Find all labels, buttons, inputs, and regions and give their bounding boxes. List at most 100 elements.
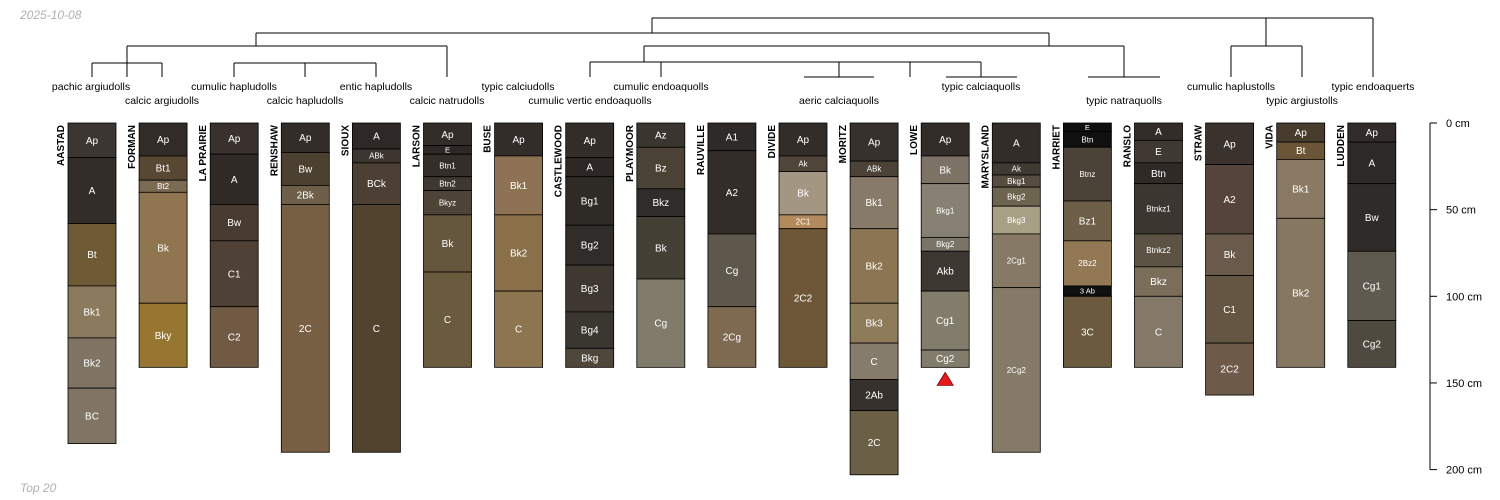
horizon-ludden-a	[1347, 141, 1397, 185]
horizon-label: Ap	[299, 133, 312, 144]
horizon-label: Bk	[157, 243, 170, 254]
horizon-playmoor-bk	[636, 216, 686, 280]
taxon-label: cumulic endoaquolls	[613, 81, 708, 93]
date-label: 2025-10-08	[20, 8, 82, 22]
horizon-label: Bkyz	[439, 199, 456, 208]
profile-name: PLAYMOOR	[625, 124, 636, 182]
profile-name: DIVIDE	[767, 125, 778, 159]
selected-profile-marker	[936, 371, 954, 386]
taxon-label: calcic natrudolls	[410, 95, 485, 107]
horizon-castlewood-bg1	[565, 176, 615, 226]
marker-layer	[936, 371, 954, 386]
horizon-forman-bt1	[138, 155, 188, 181]
horizon-label: A	[89, 186, 96, 197]
profile-name: RANSLO	[1123, 125, 1134, 167]
horizon-label: Bk1	[510, 181, 528, 192]
horizon-label: Ap	[228, 134, 241, 145]
horizon-lowe-ap	[920, 122, 970, 157]
depth-tick-label: 0 cm	[1446, 118, 1470, 130]
horizon-marysland-a	[991, 122, 1041, 164]
horizon-label: Ap	[157, 135, 170, 146]
horizon-renshaw-2c	[280, 204, 330, 453]
horizon-harriet-bz1	[1063, 200, 1112, 242]
horizon-sioux-c	[351, 204, 401, 453]
profile-rauville: A1 A2 Cg 2Cg RAUVILLE	[696, 122, 757, 368]
horizon-label: Btn	[1151, 169, 1166, 180]
horizon-label: Bk3	[865, 319, 883, 330]
profile-name: MORITZ	[838, 125, 849, 163]
horizon-aastad-bc	[67, 387, 117, 445]
profile-renshaw: Ap Bw 2Bk 2C RENSHAW	[269, 122, 330, 453]
horizon-label: Bkz	[652, 198, 669, 209]
horizon-label: Cg1	[936, 316, 955, 327]
horizon-ranslo-btnkz2	[1134, 233, 1183, 268]
profile-moritz: Ap ABk Bk1 Bk2 Bk3 C 2Ab 2C MORITZ	[838, 122, 899, 476]
horizon-label: A	[586, 163, 593, 174]
horizon-ranslo-bkz	[1134, 266, 1183, 297]
horizon-label: Ap	[1295, 128, 1308, 139]
depth-tick-label: 50 cm	[1446, 205, 1476, 217]
horizon-aastad-a	[67, 157, 117, 224]
horizon-label: Bk1	[1292, 184, 1310, 195]
profile-ranslo: AE Btn Btnkz1 Btnkz2 Bkz C RANSLO	[1123, 122, 1183, 368]
horizon-rauville-2cg	[707, 306, 757, 368]
horizon-forman-bky	[138, 302, 188, 368]
horizon-label: Bz	[655, 164, 667, 175]
horizon-label: Akb	[937, 267, 955, 278]
horizon-harriet-btnz	[1063, 146, 1112, 202]
profile-name: LARSON	[412, 125, 423, 167]
horizon-aastad-bk1	[67, 285, 117, 339]
horizon-label: 3 Ab	[1080, 287, 1095, 296]
horizon-label: BC	[85, 411, 99, 422]
horizon-la-prairie-c2	[209, 306, 259, 368]
horizon-moritz-c	[849, 342, 899, 380]
profile-sioux: A ABk BCk C SIOUX	[340, 122, 401, 453]
horizon-label: Bkg1	[936, 206, 955, 215]
taxa-labels: pachic argiudolls calcic argiudolls cumuli…	[52, 81, 1415, 107]
profile-harriet: E Btn Btnz Bz1 2Bz2 3 Ab 3C HARRIET	[1051, 122, 1112, 368]
horizon-rauville-a1	[707, 122, 757, 152]
horizon-label: A1	[726, 132, 739, 143]
horizon-straw-ap	[1205, 122, 1254, 165]
horizon-harriet-2bz2	[1063, 240, 1112, 287]
horizon-straw-c1	[1205, 275, 1254, 344]
profile-ludden: Ap A Bw Cg1 Cg2 LUDDEN	[1336, 122, 1397, 368]
horizon-castlewood-bkg	[565, 347, 615, 368]
profile-larson: Ap E Btn1 Btn2 Bkyz Bk C LARSON	[412, 122, 472, 368]
taxon-label: cumulic haplustolls	[1187, 81, 1275, 93]
horizon-label: Ak	[798, 160, 808, 169]
profile-name: SIOUX	[340, 125, 351, 156]
horizon-la-prairie-c1	[209, 240, 259, 308]
horizon-label: 2C2	[1220, 365, 1239, 376]
horizon-divide-2c2	[778, 228, 828, 368]
horizon-label: Bt	[1296, 146, 1306, 157]
horizon-label: A2	[1223, 195, 1236, 206]
horizon-label: Bk	[442, 239, 455, 250]
horizon-label: A	[1013, 138, 1020, 149]
profile-name: BUSE	[483, 125, 494, 153]
horizon-rauville-a2	[707, 150, 757, 235]
horizon-vida-bk2	[1276, 217, 1326, 368]
horizon-label: Ap	[939, 135, 952, 146]
horizon-moritz-bk1	[849, 176, 899, 230]
horizon-castlewood-bg3	[565, 264, 615, 313]
horizon-castlewood-bg2	[565, 224, 615, 266]
horizon-larson-c	[423, 271, 472, 368]
horizon-ranslo-c	[1134, 295, 1183, 368]
horizon-lowe-bkg1	[920, 183, 970, 238]
depth-tick-label: 150 cm	[1446, 378, 1482, 390]
horizon-label: 2Cg	[723, 333, 741, 344]
profile-name: CASTLEWOOD	[554, 125, 565, 197]
horizon-label: 2Bk	[297, 190, 315, 201]
horizon-label: 3C	[1081, 327, 1094, 338]
taxon-label: typic argiustolls	[1266, 95, 1338, 107]
horizon-label: Bkg2	[1007, 192, 1026, 201]
horizon-label: 2Cg2	[1007, 366, 1027, 375]
horizon-label: C	[515, 325, 522, 336]
horizon-label: Az	[655, 131, 667, 142]
horizon-label: E	[445, 145, 450, 154]
horizon-label: Bk2	[510, 248, 528, 259]
horizon-label: Ap	[1366, 128, 1379, 139]
